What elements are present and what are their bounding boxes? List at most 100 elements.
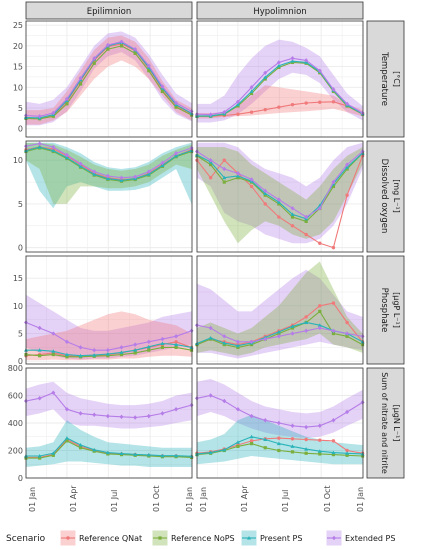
data-point bbox=[263, 77, 267, 81]
data-point bbox=[236, 444, 240, 448]
data-point bbox=[360, 339, 365, 344]
legend-label: Reference QNat bbox=[79, 534, 142, 543]
data-point bbox=[304, 58, 309, 63]
data-point bbox=[360, 110, 365, 116]
column-label-hypolimnion: Hypolimnion bbox=[253, 7, 306, 17]
data-point bbox=[119, 175, 124, 180]
data-point bbox=[119, 414, 124, 420]
data-point bbox=[119, 350, 124, 354]
x-tick-label: 01 Apr bbox=[69, 485, 78, 512]
data-point bbox=[119, 451, 124, 456]
data-point bbox=[51, 114, 55, 118]
data-point bbox=[133, 342, 138, 347]
data-point bbox=[160, 163, 165, 167]
row-label-phosphate: Phosphate bbox=[379, 288, 389, 333]
x-axis-right: 01 Jan 01 Apr 01 Jul 01 Oct 01 Jan bbox=[199, 485, 365, 512]
legend-item-present-ps: Present PS bbox=[240, 529, 302, 547]
data-point bbox=[189, 348, 194, 352]
y-tick-label: 5 bbox=[18, 200, 23, 209]
data-point bbox=[105, 173, 110, 179]
data-point bbox=[160, 336, 165, 342]
y-tick-label: 15 bbox=[13, 274, 23, 283]
data-point bbox=[277, 215, 281, 219]
data-point bbox=[249, 110, 254, 114]
panel-border bbox=[196, 140, 364, 253]
data-point bbox=[235, 339, 240, 345]
data-point bbox=[92, 169, 97, 174]
data-point bbox=[318, 304, 322, 308]
data-point bbox=[263, 336, 268, 342]
x-tick-label: 01 Jan bbox=[185, 487, 194, 512]
data-point bbox=[105, 176, 110, 181]
data-point bbox=[174, 100, 179, 106]
row-strip-nitrate-nitrite: Sum of nitrate and nitrite [µgN L⁻¹] bbox=[366, 367, 405, 479]
data-point bbox=[290, 224, 295, 228]
data-point bbox=[318, 241, 322, 245]
data-point bbox=[147, 348, 151, 352]
data-point bbox=[345, 451, 350, 455]
data-point bbox=[64, 96, 69, 102]
data-point bbox=[263, 107, 267, 112]
data-point bbox=[304, 219, 308, 224]
panel-border bbox=[196, 367, 364, 479]
data-point bbox=[37, 325, 42, 331]
data-point bbox=[146, 413, 151, 419]
data-point bbox=[276, 63, 281, 68]
data-point bbox=[263, 70, 268, 75]
data-point bbox=[160, 89, 165, 94]
legend-label: Present PS bbox=[260, 534, 302, 543]
data-point bbox=[331, 439, 336, 443]
panel-dissolved-oxygen-epilimnion bbox=[24, 140, 194, 253]
data-point bbox=[92, 61, 96, 65]
data-point bbox=[37, 396, 42, 401]
data-point bbox=[290, 437, 295, 441]
band-reference-nops bbox=[197, 147, 363, 244]
band-reference-qnat bbox=[197, 85, 363, 119]
data-point bbox=[236, 176, 240, 180]
panel-sum-of-nitrate-and-nitrite-hypolimnion bbox=[195, 367, 365, 479]
y-tick-label: 0 bbox=[18, 357, 23, 366]
legend-key-marker bbox=[247, 536, 251, 540]
data-point bbox=[276, 60, 281, 65]
data-point bbox=[174, 334, 179, 339]
y-tick-label: 20 bbox=[13, 42, 23, 51]
panel-border bbox=[196, 20, 364, 138]
data-point bbox=[304, 451, 308, 455]
data-point bbox=[37, 141, 42, 146]
y-tick-label: 10 bbox=[13, 156, 23, 165]
data-point bbox=[263, 437, 268, 441]
data-point bbox=[235, 99, 240, 104]
row-unit-dissolved-oxygen: [mg L⁻¹] bbox=[392, 179, 401, 213]
data-point bbox=[65, 439, 69, 443]
data-point bbox=[160, 411, 165, 416]
data-point bbox=[317, 323, 322, 327]
column-label-epilimnion: Epilimnion bbox=[87, 7, 131, 17]
data-point bbox=[222, 343, 226, 347]
data-point bbox=[222, 109, 227, 115]
data-point bbox=[317, 206, 322, 211]
data-point bbox=[65, 355, 69, 359]
panels-layer: 0 5 10 15 20 25 0 5 10 0 5 10 15 0 200 400 600 800 bbox=[8, 20, 365, 483]
data-point bbox=[345, 320, 349, 325]
y-tick-label: 15 bbox=[13, 63, 23, 72]
data-point bbox=[133, 46, 138, 52]
data-point bbox=[331, 328, 336, 333]
data-point bbox=[331, 418, 336, 423]
x-tick-label: 01 Jul bbox=[281, 490, 290, 512]
data-point bbox=[174, 342, 179, 347]
data-point bbox=[331, 331, 336, 336]
data-point bbox=[277, 436, 281, 440]
row-strip-dissolved-oxygen: Dissolved oxygen [mg L⁻¹] bbox=[366, 140, 405, 253]
data-point bbox=[51, 331, 56, 336]
data-point bbox=[276, 334, 281, 339]
data-point bbox=[304, 328, 309, 333]
row-unit-phosphate: [µgP L⁻¹] bbox=[392, 292, 401, 328]
data-point bbox=[249, 91, 254, 96]
data-point bbox=[345, 409, 350, 415]
data-point bbox=[290, 450, 295, 454]
data-point bbox=[146, 63, 151, 68]
data-point bbox=[78, 443, 83, 447]
data-point bbox=[160, 345, 165, 349]
data-point bbox=[290, 326, 295, 330]
data-point bbox=[51, 390, 56, 395]
